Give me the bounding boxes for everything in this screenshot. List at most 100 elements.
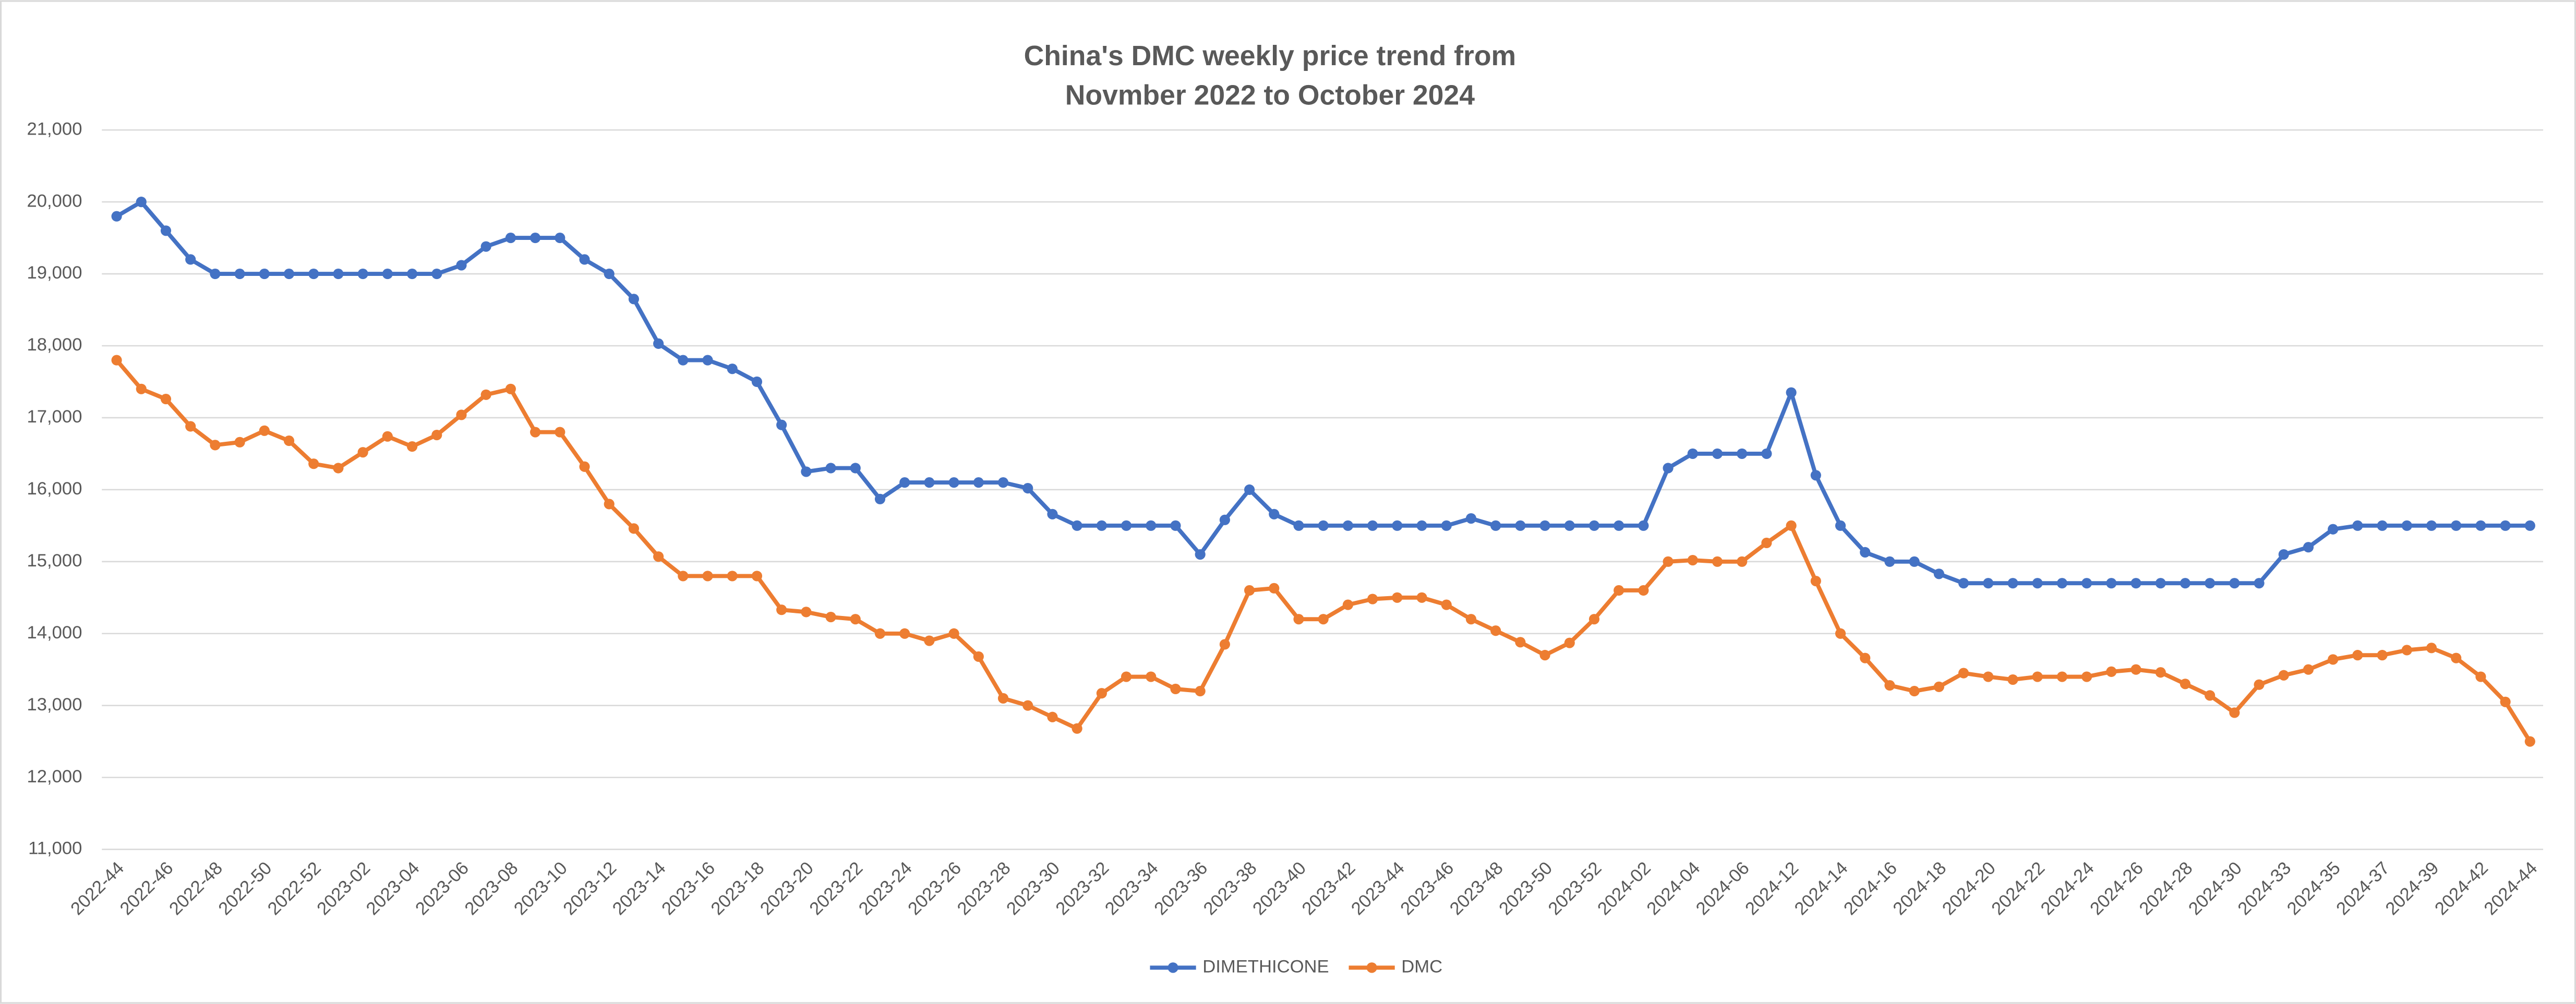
data-point xyxy=(1244,585,1255,596)
data-point xyxy=(1047,711,1058,722)
data-point xyxy=(2155,667,2166,678)
data-point xyxy=(628,294,640,305)
data-point xyxy=(382,431,393,442)
data-point xyxy=(1293,520,1304,531)
data-point xyxy=(1588,520,1600,531)
data-point xyxy=(604,499,615,510)
data-point xyxy=(406,441,418,452)
data-point xyxy=(136,197,147,208)
data-point xyxy=(2056,671,2067,682)
data-point xyxy=(1022,700,1033,711)
data-point xyxy=(1342,520,1353,531)
data-point xyxy=(2007,578,2018,589)
data-point xyxy=(1096,688,1107,699)
data-point xyxy=(702,355,713,366)
data-point xyxy=(2032,578,2043,589)
data-point xyxy=(1835,628,1846,639)
data-point xyxy=(2475,671,2486,682)
data-point xyxy=(1958,668,1969,679)
data-point xyxy=(357,447,368,458)
data-point xyxy=(2032,671,2043,682)
data-point xyxy=(1441,599,1452,610)
data-point xyxy=(1663,463,1674,474)
data-point xyxy=(259,425,270,436)
data-point xyxy=(1392,520,1403,531)
data-point xyxy=(2254,578,2265,589)
data-point xyxy=(2229,707,2240,718)
data-point xyxy=(727,571,738,582)
data-point xyxy=(653,338,664,349)
y-tick-label: 13,000 xyxy=(27,695,82,715)
chart-title: China's DMC weekly price trend from xyxy=(1024,41,1516,71)
data-point xyxy=(1219,639,1230,650)
data-point xyxy=(505,383,516,394)
data-point xyxy=(678,571,689,582)
data-point xyxy=(1465,614,1477,625)
data-point xyxy=(1884,680,1895,691)
data-point xyxy=(1983,578,1994,589)
data-point xyxy=(2328,654,2339,665)
data-point xyxy=(1490,520,1501,531)
data-point xyxy=(1712,448,1723,459)
data-point xyxy=(456,409,467,420)
data-point xyxy=(1269,509,1280,519)
data-point xyxy=(1663,556,1674,567)
data-point xyxy=(1367,594,1378,604)
data-point xyxy=(1761,537,1772,549)
data-point xyxy=(2500,696,2511,707)
y-tick-label: 16,000 xyxy=(27,479,82,499)
data-point xyxy=(406,268,418,280)
data-point xyxy=(2426,643,2437,654)
data-point xyxy=(776,604,787,615)
data-point xyxy=(1958,578,1969,589)
data-point xyxy=(1687,448,1698,459)
data-point xyxy=(2056,578,2067,589)
data-point xyxy=(1909,556,1920,567)
data-point xyxy=(1392,592,1403,603)
data-point xyxy=(678,355,689,366)
data-point xyxy=(234,268,245,280)
data-point xyxy=(431,429,442,441)
data-point xyxy=(973,477,984,488)
data-point xyxy=(1244,484,1255,495)
data-point xyxy=(2303,542,2314,553)
data-point xyxy=(924,635,935,646)
data-point xyxy=(801,607,812,618)
data-point xyxy=(1416,520,1427,531)
data-point xyxy=(1786,387,1797,398)
data-point xyxy=(1170,520,1181,531)
data-point xyxy=(2328,524,2339,535)
data-point xyxy=(160,394,172,405)
data-point xyxy=(874,628,886,639)
data-point xyxy=(1761,448,1772,459)
data-point xyxy=(1490,625,1501,636)
data-point xyxy=(1072,520,1082,531)
data-point xyxy=(1638,585,1649,596)
data-point xyxy=(653,551,664,562)
data-point xyxy=(1121,520,1132,531)
legend-item: DIMETHICONE xyxy=(1150,957,1329,976)
data-point xyxy=(480,241,491,252)
data-point xyxy=(1047,509,1058,519)
data-point xyxy=(1687,554,1698,566)
data-point xyxy=(948,477,959,488)
data-point xyxy=(456,260,467,271)
data-point xyxy=(308,458,319,469)
legend-label: DMC xyxy=(1401,957,1442,976)
data-point xyxy=(825,463,836,474)
data-point xyxy=(2180,578,2191,589)
data-point xyxy=(579,461,590,472)
data-point xyxy=(1737,556,1748,567)
data-point xyxy=(1318,614,1329,625)
data-point xyxy=(628,523,640,534)
data-point xyxy=(333,268,344,280)
data-point xyxy=(825,611,836,623)
data-point xyxy=(1195,549,1206,560)
data-point xyxy=(1614,520,1624,531)
data-point xyxy=(357,268,368,280)
data-point xyxy=(1219,514,1230,525)
data-point xyxy=(1342,599,1353,610)
y-tick-label: 20,000 xyxy=(27,191,82,211)
